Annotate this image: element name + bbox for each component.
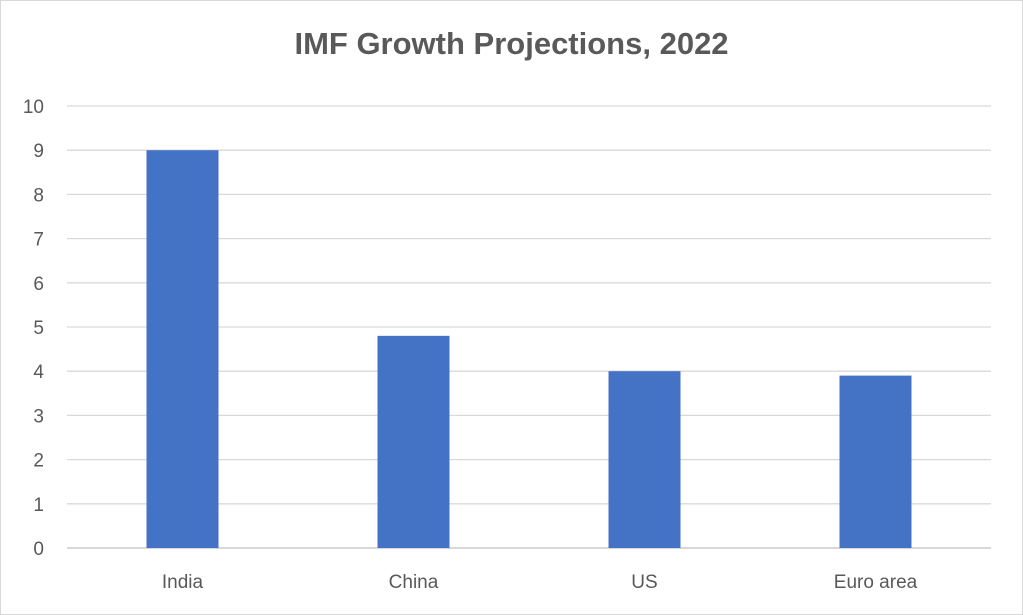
y-tick-label: 4 (33, 362, 44, 383)
x-tick-label: China (389, 572, 439, 593)
y-tick-label: 2 (33, 451, 44, 472)
y-tick-label: 1 (33, 495, 44, 516)
y-tick-label: 6 (33, 274, 44, 295)
x-tick-label: US (631, 572, 657, 593)
bar-china (377, 335, 450, 548)
y-tick-label: 7 (33, 230, 44, 251)
y-tick-label: 0 (33, 539, 44, 560)
bar-euro-area (839, 375, 912, 548)
y-tick-label: 3 (33, 406, 44, 427)
y-tick-label: 5 (33, 318, 44, 339)
y-tick-label: 9 (33, 141, 44, 162)
y-tick-label: 10 (23, 97, 44, 118)
x-tick-label: India (162, 572, 204, 593)
chart-title: IMF Growth Projections, 2022 (294, 26, 729, 61)
y-tick-label: 8 (33, 185, 44, 206)
bar-us (608, 371, 681, 548)
bar-india (146, 150, 219, 548)
x-tick-label: Euro area (834, 572, 918, 593)
